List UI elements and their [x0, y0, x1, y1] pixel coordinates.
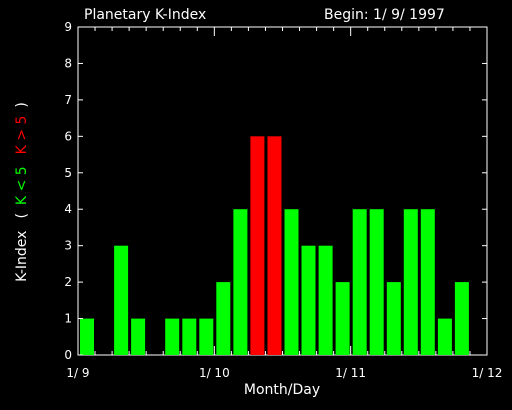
y-axis-label-part: K > 5 [14, 116, 30, 155]
kp-bar [250, 136, 265, 355]
kp-bar [301, 245, 316, 355]
kp-bar [80, 318, 94, 355]
chart-title: Planetary K-Index [84, 7, 206, 23]
y-axis-ticks: 0 1 2 3 4 5 6 7 8 9 [64, 20, 487, 362]
kp-bar [199, 318, 214, 355]
kp-bar [369, 209, 384, 355]
y-tick-label: 3 [64, 239, 72, 253]
y-tick-label: 8 [64, 56, 72, 70]
y-tick-label: 5 [64, 166, 72, 180]
kp-bar [284, 209, 299, 355]
y-axis-label-part: ( [14, 213, 30, 218]
kp-bar [335, 282, 350, 355]
x-tick-label: 1/ 11 [335, 366, 366, 380]
kp-bar [437, 318, 452, 355]
y-tick-label: 4 [64, 202, 72, 216]
x-tick-label: 1/ 9 [66, 366, 89, 380]
kp-bar [233, 209, 248, 355]
y-tick-label: 1 [64, 312, 72, 326]
x-tick-label: 1/ 12 [472, 366, 503, 380]
kp-bar [114, 245, 129, 355]
kp-bar [420, 209, 435, 355]
x-tick-label: 1/ 10 [199, 366, 230, 380]
y-tick-label: 9 [64, 20, 72, 34]
kp-bar [165, 318, 180, 355]
y-tick-label: 0 [64, 348, 72, 362]
y-axis-label-part: K < 5 [14, 166, 30, 205]
kp-bar [267, 136, 282, 355]
kp-bar [182, 318, 197, 355]
x-axis-ticks: 1/ 9 1/ 10 1/ 11 1/ 12 [66, 27, 502, 380]
y-axis-label-part: ) [14, 102, 30, 107]
kp-bar [403, 209, 418, 355]
y-axis-label: K-Index ( K < 5 K > 5) [14, 102, 30, 282]
y-tick-label: 7 [64, 93, 72, 107]
y-tick-label: 6 [64, 129, 72, 143]
kp-bar [454, 282, 469, 355]
kp-bar [352, 209, 367, 355]
begin-date-label: Begin: 1/ 9/ 1997 [324, 7, 445, 23]
kp-bar [386, 282, 401, 355]
kp-bar [318, 245, 333, 355]
y-tick-label: 2 [64, 275, 72, 289]
x-axis-label: Month/Day [244, 382, 320, 398]
y-axis-label-part: K-Index [14, 231, 30, 282]
kp-bar [131, 318, 146, 355]
kp-bar [216, 282, 231, 355]
bars-group [80, 136, 469, 355]
